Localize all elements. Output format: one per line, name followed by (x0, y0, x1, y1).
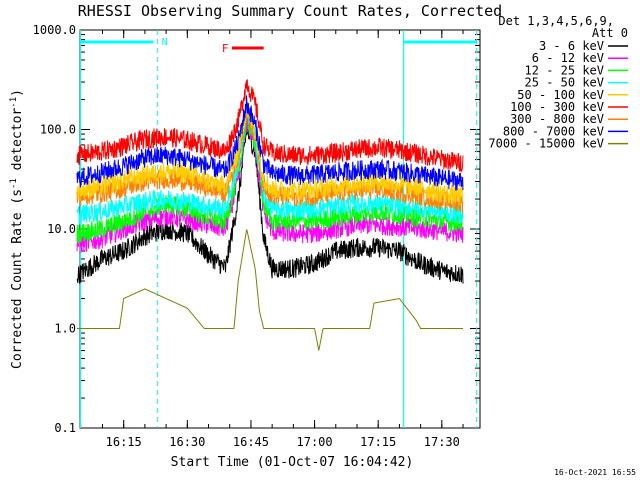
series-line-8 (77, 229, 463, 352)
y-axis-label-mid: detector (10, 108, 25, 179)
y-axis-label-sup: -1 (9, 178, 19, 189)
x-tick-label: 17:00 (297, 435, 333, 449)
x-tick-label: 17:15 (360, 435, 396, 449)
legend-header-line2: Att 0 (592, 26, 628, 40)
y-tick-label: 1000.0 (33, 23, 76, 37)
series-lines (76, 79, 464, 352)
legend-label: 25 - 50 keV (525, 76, 604, 90)
legend-label: 100 - 300 keV (510, 100, 604, 114)
y-tick-label: 100.0 (40, 123, 76, 137)
legend-label: 800 - 7000 keV (503, 124, 604, 138)
legend-label: 6 - 12 keV (532, 51, 604, 65)
flare-flag-label: F (222, 42, 229, 55)
x-tick-label: 16:15 (106, 435, 142, 449)
series-line-0 (76, 128, 464, 284)
x-tick-label: 17:30 (424, 435, 460, 449)
legend-label: 12 - 25 keV (525, 63, 604, 77)
y-tick-label: 0.1 (54, 421, 76, 435)
series-line-7 (76, 95, 464, 191)
x-tick-label: 16:45 (233, 435, 269, 449)
legend-label: 300 - 800 keV (510, 112, 604, 126)
y-axis-label-post: ) (10, 89, 25, 97)
series-line-4 (76, 105, 464, 206)
footer-date: 16-Oct-2021 16:55 (554, 468, 636, 477)
legend-label: 3 - 6 keV (539, 39, 604, 53)
series-line-2 (76, 108, 464, 244)
legend-label: 50 - 100 keV (517, 88, 604, 102)
legend-header-line1: Det 1,3,4,5,6,9, (498, 14, 614, 28)
legend-label: 7000 - 15000 keV (488, 137, 604, 151)
y-axis-label-sup2: -1 (9, 97, 19, 108)
y-axis-label: Corrected Count Rate (s-1 detector-1) (9, 89, 25, 369)
y-tick-label: 10.0 (47, 222, 76, 236)
series-line-5 (76, 79, 464, 173)
series-line-6 (76, 105, 464, 214)
x-axis: 16:15 16:30 16:45 17:00 17:15 17:30 (101, 30, 464, 449)
y-axis-label-pre: Corrected Count Rate (s (10, 189, 25, 369)
y-tick-label: 1.0 (54, 322, 76, 336)
x-axis-label: Start Time (01-Oct-07 16:04:42) (171, 455, 414, 470)
x-tick-label: 16:30 (169, 435, 205, 449)
y-axis: 1000.0 100.0 10.0 1.0 0.1 (33, 23, 480, 435)
chart-title: RHESSI Observing Summary Count Rates, Co… (78, 2, 502, 20)
night-flag-label: N (162, 37, 168, 48)
series-line-1 (76, 115, 464, 254)
